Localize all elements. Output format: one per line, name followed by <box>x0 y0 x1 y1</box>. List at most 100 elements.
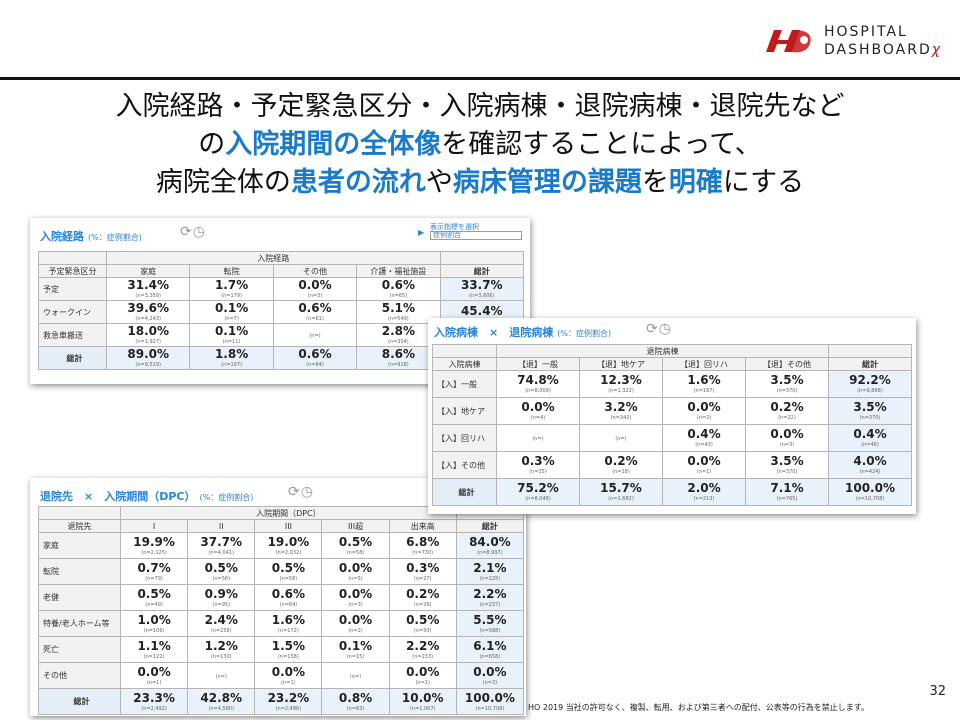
table-cell[interactable]: (n=) <box>272 323 358 347</box>
table-cell[interactable]: 2.1% (n=225) <box>455 558 525 585</box>
column-header[interactable]: II <box>187 519 256 533</box>
table-cell[interactable]: 4.0% (n=424) <box>828 451 912 479</box>
table-cell[interactable]: 0.7% (n=79) <box>119 558 189 585</box>
table-cell[interactable]: 2.0% (n=213) <box>662 478 746 506</box>
column-header[interactable]: 総計 <box>439 264 525 278</box>
table-cell[interactable]: 0.1% (n=15) <box>321 636 390 663</box>
table-cell[interactable]: 37.7% (n=4,041) <box>187 532 256 559</box>
table-cell[interactable]: 0.0% (n=1) <box>388 662 457 689</box>
table-cell[interactable]: 0.0% (n=2) <box>321 610 390 637</box>
table-cell[interactable]: 0.8% (n=83) <box>321 688 390 715</box>
column-header[interactable]: 転院 <box>189 264 274 278</box>
table-cell[interactable]: 33.7% (n=3,606) <box>439 277 525 301</box>
table-cell[interactable]: 23.3% (n=2,492) <box>119 688 189 715</box>
column-header[interactable]: I <box>119 519 189 533</box>
refresh-icon[interactable]: ⟳ <box>646 321 659 337</box>
table-cell[interactable]: 0.1% (n=11) <box>189 323 274 347</box>
table-cell[interactable]: 0.5% (n=49) <box>119 584 189 611</box>
table-cell[interactable]: 100.0% (n=10,708) <box>455 688 525 715</box>
column-header[interactable]: 介護・福祉施設 <box>356 264 441 278</box>
row-header[interactable]: その他 <box>38 662 121 689</box>
table-cell[interactable]: 2.2% (n=233) <box>388 636 457 663</box>
row-header[interactable]: 【入】回リハ <box>432 424 497 452</box>
row-header[interactable]: 総計 <box>432 478 497 506</box>
table-cell[interactable]: 1.6% (n=172) <box>254 610 323 637</box>
table-cell[interactable]: 2.8% (n=304) <box>356 323 441 347</box>
column-header[interactable]: 総計 <box>455 519 525 533</box>
row-header[interactable]: 特養/老人ホーム等 <box>38 610 121 637</box>
table-cell[interactable]: 1.2% (n=130) <box>187 636 256 663</box>
table-cell[interactable]: 0.5% (n=58) <box>254 558 323 585</box>
table-cell[interactable]: 0.0% (n=2) <box>662 397 746 425</box>
table-cell[interactable]: 1.6% (n=167) <box>662 370 746 398</box>
column-header[interactable]: 【退】回リハ <box>662 357 746 371</box>
row-header[interactable]: ウォークイン <box>38 300 107 324</box>
table-cell[interactable]: 0.0% (n=3) <box>745 424 829 452</box>
table-cell[interactable]: 0.5% (n=56) <box>187 558 256 585</box>
table-cell[interactable]: 12.3% (n=1,322) <box>579 370 663 398</box>
table-cell[interactable]: 74.8% (n=8,009) <box>496 370 580 398</box>
table-cell[interactable]: 42.8% (n=4,580) <box>187 688 256 715</box>
table-cell[interactable]: 18.0% (n=1,927) <box>105 323 191 347</box>
column-header[interactable]: 【退】一般 <box>496 357 580 371</box>
table-cell[interactable]: 0.1% (n=7) <box>189 300 274 324</box>
table-cell[interactable]: 15.7% (n=1,682) <box>579 478 663 506</box>
table-cell[interactable]: 3.5% (n=370) <box>828 397 912 425</box>
table-cell[interactable]: (n=) <box>496 424 580 452</box>
table-cell[interactable]: 0.0% (n=3) <box>272 277 358 301</box>
metric-selector-dropdown[interactable]: 症例割合 <box>430 231 522 240</box>
row-header[interactable]: 予定 <box>38 277 107 301</box>
table-cell[interactable]: 0.4% (n=46) <box>828 424 912 452</box>
table-cell[interactable]: 0.0% (n=1) <box>254 662 323 689</box>
column-header[interactable]: 総計 <box>828 357 912 371</box>
table-cell[interactable]: 0.0% (n=3) <box>455 662 525 689</box>
table-cell[interactable]: 0.5% (n=50) <box>388 610 457 637</box>
table-cell[interactable]: (n=) <box>579 424 663 452</box>
table-cell[interactable]: 100.0% (n=10,708) <box>828 478 912 506</box>
table-cell[interactable]: 3.5% (n=370) <box>745 370 829 398</box>
table-cell[interactable]: 19.0% (n=2,032) <box>254 532 323 559</box>
table-cell[interactable]: 23.2% (n=2,486) <box>254 688 323 715</box>
row-header[interactable]: 老健 <box>38 584 121 611</box>
table-cell[interactable]: 89.0% (n=9,529) <box>105 346 191 370</box>
table-cell[interactable]: 1.8% (n=197) <box>189 346 274 370</box>
table-cell[interactable]: (n=) <box>187 662 256 689</box>
column-header[interactable]: III超 <box>321 519 390 533</box>
table-cell[interactable]: 75.2% (n=8,048) <box>496 478 580 506</box>
history-icon[interactable]: ◷ <box>300 484 314 500</box>
table-cell[interactable]: 10.0% (n=1,067) <box>388 688 457 715</box>
row-header[interactable]: 救急車搬送 <box>38 323 107 347</box>
table-cell[interactable]: 0.6% (n=64) <box>254 584 323 611</box>
table-cell[interactable]: 0.0% (n=1) <box>662 451 746 479</box>
table-cell[interactable]: 3.2% (n=342) <box>579 397 663 425</box>
row-header[interactable]: 【入】地ケア <box>432 397 497 425</box>
table-cell[interactable]: 0.3% (n=35) <box>496 451 580 479</box>
table-cell[interactable]: 0.4% (n=43) <box>662 424 746 452</box>
history-icon[interactable]: ◷ <box>658 321 672 337</box>
table-cell[interactable]: 92.2% (n=9,868) <box>828 370 912 398</box>
row-header[interactable]: 【入】一般 <box>432 370 497 398</box>
table-cell[interactable]: 0.6% (n=65) <box>356 277 441 301</box>
table-cell[interactable]: 0.0% (n=4) <box>496 397 580 425</box>
table-cell[interactable]: 0.2% (n=26) <box>388 584 457 611</box>
table-cell[interactable]: 19.9% (n=2,125) <box>119 532 189 559</box>
column-header[interactable]: 【退】その他 <box>745 357 829 371</box>
table-cell[interactable]: 6.8% (n=730) <box>388 532 457 559</box>
table-cell[interactable]: 1.0% (n=106) <box>119 610 189 637</box>
table-cell[interactable]: 1.7% (n=179) <box>189 277 274 301</box>
table-cell[interactable]: (n=) <box>321 662 390 689</box>
table-cell[interactable]: 0.2% (n=22) <box>745 397 829 425</box>
selector-expand-icon[interactable]: ▶ <box>418 228 425 237</box>
row-header[interactable]: 家庭 <box>38 532 121 559</box>
row-header[interactable]: 死亡 <box>38 636 121 663</box>
table-cell[interactable]: 2.4% (n=258) <box>187 610 256 637</box>
table-cell[interactable]: 1.1% (n=122) <box>119 636 189 663</box>
table-cell[interactable]: 6.1% (n=658) <box>455 636 525 663</box>
table-cell[interactable]: 8.6% (n=918) <box>356 346 441 370</box>
table-cell[interactable]: 0.0% (n=1) <box>119 662 189 689</box>
table-cell[interactable]: 7.1% (n=765) <box>745 478 829 506</box>
row-header[interactable]: 転院 <box>38 558 121 585</box>
table-cell[interactable]: 0.6% (n=64) <box>272 346 358 370</box>
history-icon[interactable]: ◷ <box>192 224 206 240</box>
table-cell[interactable]: 0.9% (n=95) <box>187 584 256 611</box>
